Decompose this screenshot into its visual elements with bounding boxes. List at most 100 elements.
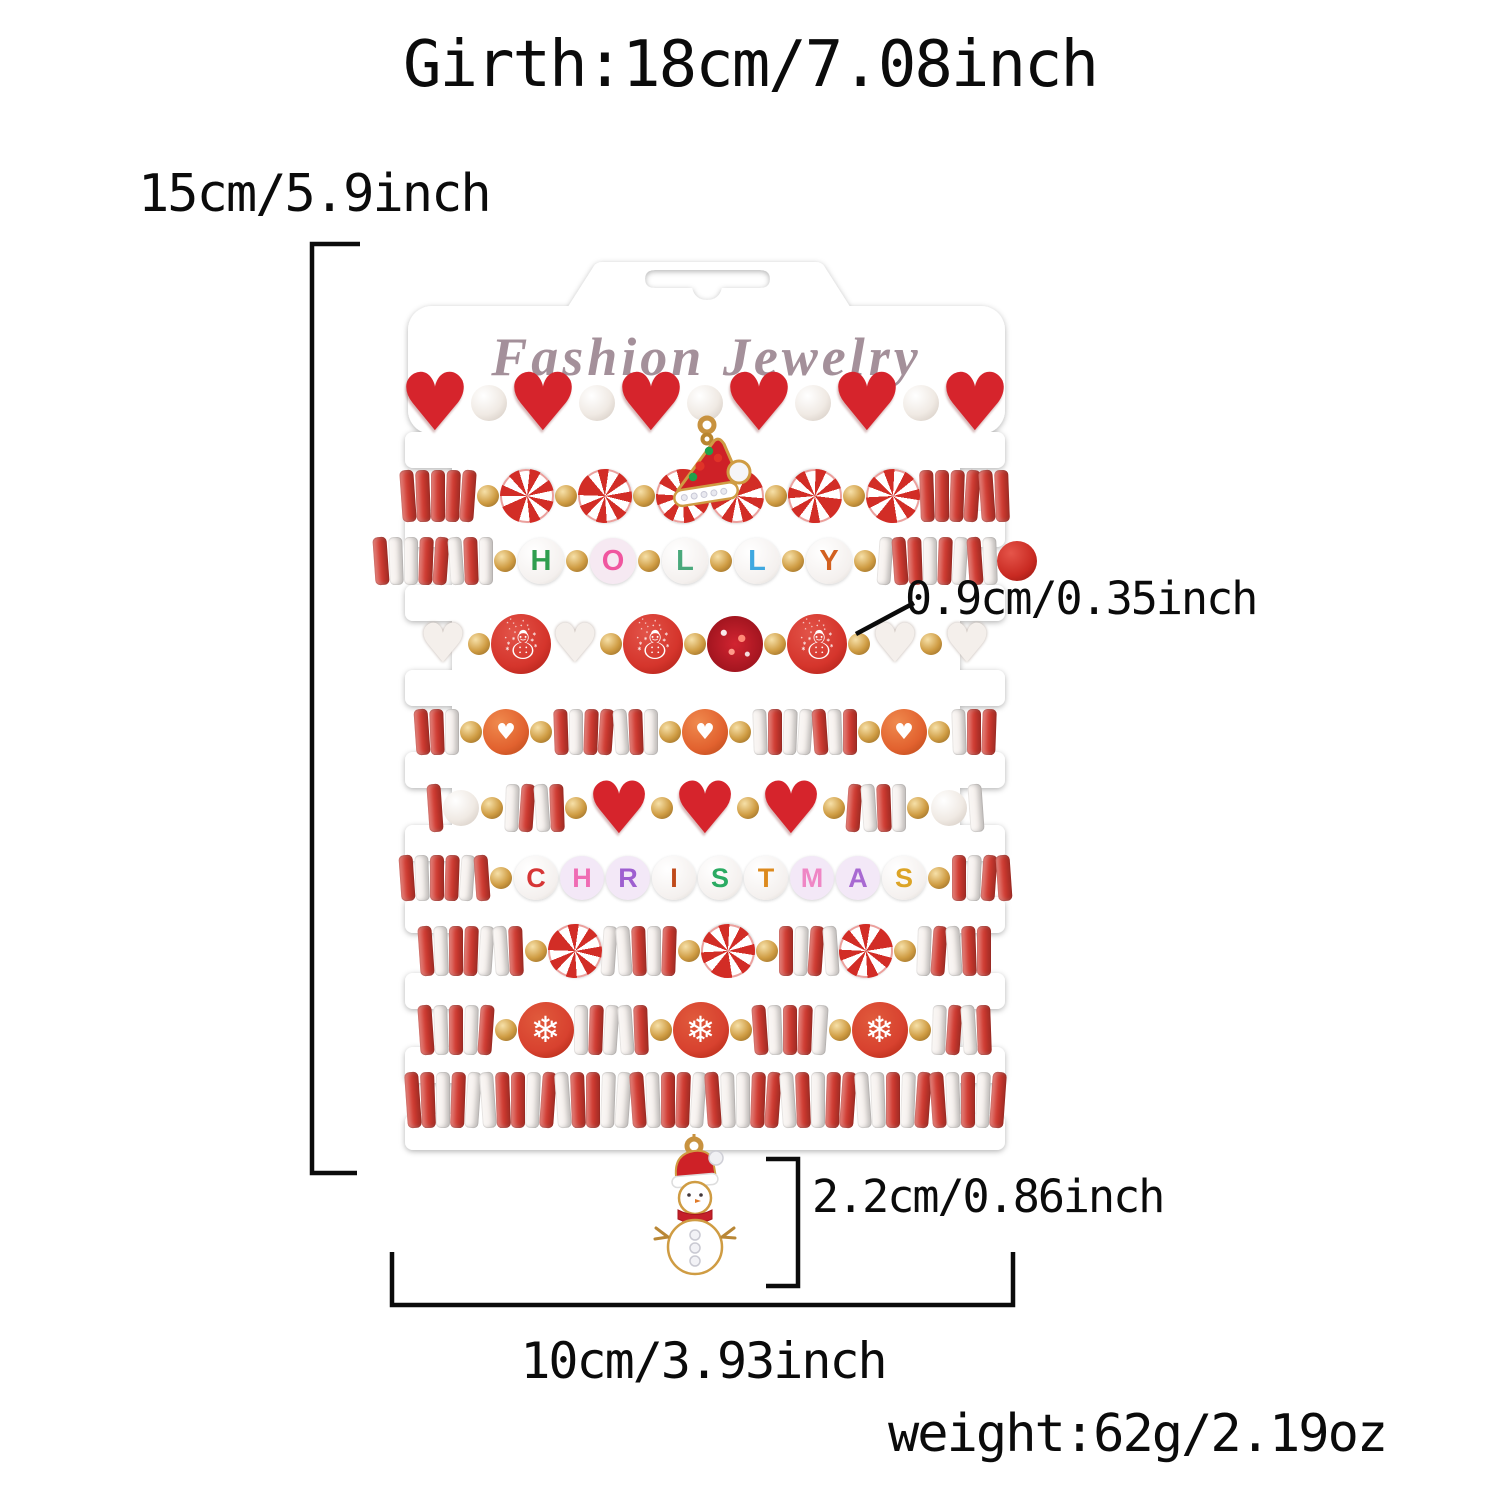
snowman-arm-right <box>720 1226 737 1240</box>
bead-heishi-white <box>643 709 658 755</box>
bead-letter-H: H <box>518 538 564 584</box>
bead-pearl-heart: ♥ <box>870 612 920 675</box>
bead-snowflake: ❄ <box>517 1002 574 1058</box>
bracelet-red-hearts-pearls: ♥ ♥ ♥ ♥ ♥ ♥ <box>395 358 1015 448</box>
girth-label: Girth:18cm/7.08inch <box>402 28 1099 102</box>
bead-snowflake: ❄ <box>672 1002 729 1058</box>
bead-heishi-red <box>779 926 793 976</box>
bracelet-peppermint-swirls <box>395 906 1015 996</box>
bead-gold <box>476 485 499 507</box>
bead-letter-L: L <box>662 538 708 584</box>
bead-gold <box>764 633 786 655</box>
bead-gold <box>490 867 512 889</box>
bead-heishi-white <box>403 537 418 585</box>
card-hanger-tab <box>566 262 852 310</box>
bead-heishi-red <box>935 470 949 522</box>
bead-heishi-white <box>891 784 906 832</box>
bead-pearl <box>931 790 967 826</box>
card-tab <box>405 1114 1005 1150</box>
bead-heishi-white <box>574 1005 588 1055</box>
bead-gold <box>524 940 547 962</box>
bead-gold <box>565 797 587 819</box>
bead-heishi-red <box>449 1005 463 1055</box>
bead-heishi-red <box>951 855 966 901</box>
bead-letter-L: L <box>734 538 780 584</box>
bead-gold <box>710 550 732 572</box>
bead-red-heart: ♥ <box>399 356 471 449</box>
bead-pearl <box>795 385 831 421</box>
bead-heishi-red <box>510 1072 525 1128</box>
card-tab <box>405 825 1005 861</box>
bead-gold <box>468 633 490 655</box>
bead-letter-S: S <box>882 856 926 900</box>
bead-red-heart: ♥ <box>758 765 824 850</box>
bead-gold <box>632 485 655 507</box>
bead-heishi-red <box>783 1005 797 1055</box>
bead-heishi-red <box>842 709 857 755</box>
bead-snowman: ☃ <box>787 614 847 674</box>
bead-heishi-red <box>449 926 463 976</box>
bead-heishi-white <box>568 709 583 755</box>
bead-red-heart: ♥ <box>723 356 795 449</box>
bead-red-heart: ♥ <box>672 765 738 850</box>
bead-heishi-white <box>735 1072 750 1128</box>
bead-gold <box>600 633 622 655</box>
bracelet-snowmen-pearl-hearts: ♥ ☃ ♥ ☃ ☃ ♥ ♥ <box>395 599 1015 689</box>
bead-pearl-heart: ♥ <box>550 612 600 675</box>
bead-letter-H: H <box>560 856 604 900</box>
bead-pearl <box>687 385 723 421</box>
bead-gold <box>659 721 681 743</box>
bead-gold <box>755 940 778 962</box>
charm-bail-ring <box>697 415 717 435</box>
bead-heishi-red <box>960 1072 975 1128</box>
bead-gold <box>848 633 870 655</box>
bead-gold <box>828 1019 851 1041</box>
bead-letter-C: C <box>514 856 558 900</box>
bead-pearl <box>443 790 479 826</box>
bead-letter-O: O <box>590 538 636 584</box>
card-tab <box>405 670 1005 706</box>
width-bracket <box>389 1252 1016 1308</box>
bead-gold <box>842 485 865 507</box>
bead-gold <box>764 485 787 507</box>
bead-red-heart: ♥ <box>939 356 1011 449</box>
bead-gold <box>858 721 880 743</box>
bead-gold <box>494 1019 517 1041</box>
bead-orange-heart: ♥ <box>682 709 728 755</box>
bead-gold <box>729 1019 752 1041</box>
charm-size-label: 2.2cm/0.86inch <box>812 1170 1165 1223</box>
bead-heishi-red <box>585 1072 600 1128</box>
bead-gold <box>908 1019 931 1041</box>
bead-heishi-red <box>660 1072 675 1128</box>
card-tab <box>405 585 1005 621</box>
card-brand-text: Fashion Jewelry <box>491 327 922 387</box>
bead-gold <box>928 721 950 743</box>
bead-pearl <box>903 385 939 421</box>
bead-pearl-heart: ♥ <box>942 612 992 675</box>
bead-gold <box>782 550 804 572</box>
bead-gold <box>920 633 942 655</box>
bead-snowman: ☃ <box>491 614 551 674</box>
bead-letter-Y: Y <box>806 538 852 584</box>
bead-heishi-white <box>922 537 937 585</box>
bead-gold <box>823 797 845 819</box>
bracelet-peppermint-candies-santa-hat <box>395 451 1015 541</box>
bead-heishi-white <box>810 1072 825 1128</box>
card-tab <box>405 511 1005 547</box>
bead-letter-R: R <box>606 856 650 900</box>
bead-heishi-red <box>966 709 981 755</box>
bead-red-heart: ♥ <box>507 356 579 449</box>
bead-letter-S: S <box>698 856 742 900</box>
bead-letter-A: A <box>836 856 880 900</box>
bead-snowman: ☃ <box>623 614 683 674</box>
card-header <box>408 306 1005 434</box>
santa-hat-charm <box>673 415 752 508</box>
hat-pom <box>726 459 752 485</box>
bead-pointer-line <box>854 601 916 636</box>
bead-letter-T: T <box>744 856 788 900</box>
snowman-arm-left <box>653 1226 670 1241</box>
